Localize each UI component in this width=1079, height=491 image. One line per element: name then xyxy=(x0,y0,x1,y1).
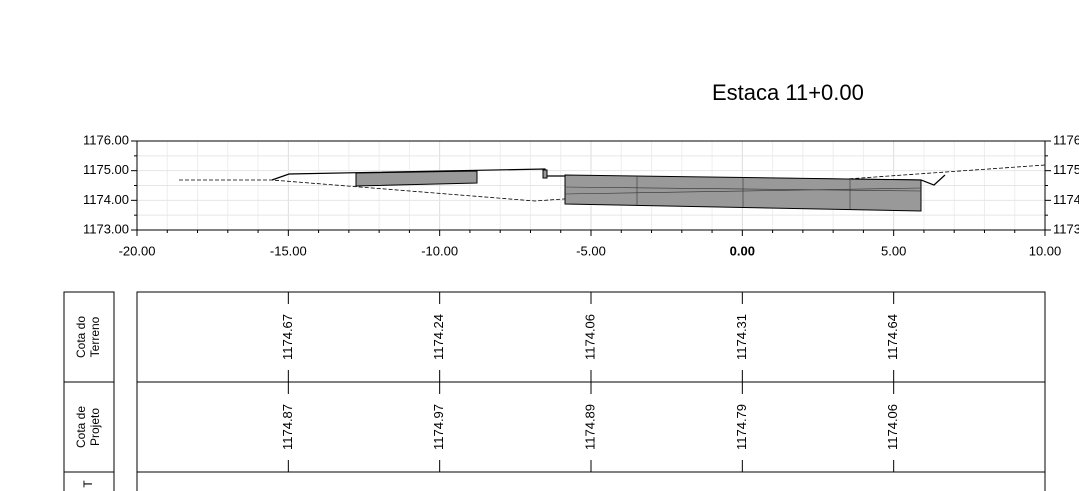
x-label: -20.00 xyxy=(119,243,156,258)
cell-value: 1174.89 xyxy=(582,404,597,450)
cell-value: 1174.97 xyxy=(431,404,446,450)
y-label: 1175.00 xyxy=(83,162,129,177)
pavement-joints xyxy=(564,176,922,209)
pavement-left xyxy=(355,170,478,187)
cell-value: 1174.79 xyxy=(734,404,749,450)
y-label-right: 1173.00 xyxy=(1053,221,1079,236)
design-profile xyxy=(271,168,946,186)
cell-value: 1174.24 xyxy=(431,314,446,360)
row-label: Cota deProjeto xyxy=(74,406,102,448)
x-label: -5.00 xyxy=(576,243,606,258)
y-label: 1173.00 xyxy=(83,221,129,236)
x-label: 5.00 xyxy=(881,243,906,258)
title: Estaca 11+0.00 xyxy=(712,80,864,105)
y-label-right: 1176.00 xyxy=(1053,132,1079,147)
y-label-right: 1174.00 xyxy=(1053,192,1079,207)
y-label-right: 1175.00 xyxy=(1053,162,1079,177)
x-label: -15.00 xyxy=(270,243,307,258)
y-label: 1174.00 xyxy=(83,192,129,207)
row-label: T xyxy=(81,480,95,488)
cell-value: 1174.67 xyxy=(280,314,295,360)
label-frame xyxy=(63,291,115,491)
x-label: -10.00 xyxy=(421,243,458,258)
cell-value: 1174.06 xyxy=(582,314,597,360)
curb xyxy=(542,169,548,179)
x-label: 0.00 xyxy=(730,243,755,258)
table: Cota doTerreno 1174.67 1174.24 1174.06 1174.… xyxy=(74,292,900,488)
x-label: 10.00 xyxy=(1029,243,1062,258)
row-label: Cota doTerreno xyxy=(74,316,102,358)
cell-value: 1174.64 xyxy=(885,314,900,360)
cell-value: 1174.06 xyxy=(885,404,900,450)
cell-value: 1174.87 xyxy=(280,404,295,450)
y-label: 1176.00 xyxy=(83,132,129,147)
cell-value: 1174.31 xyxy=(734,314,749,360)
